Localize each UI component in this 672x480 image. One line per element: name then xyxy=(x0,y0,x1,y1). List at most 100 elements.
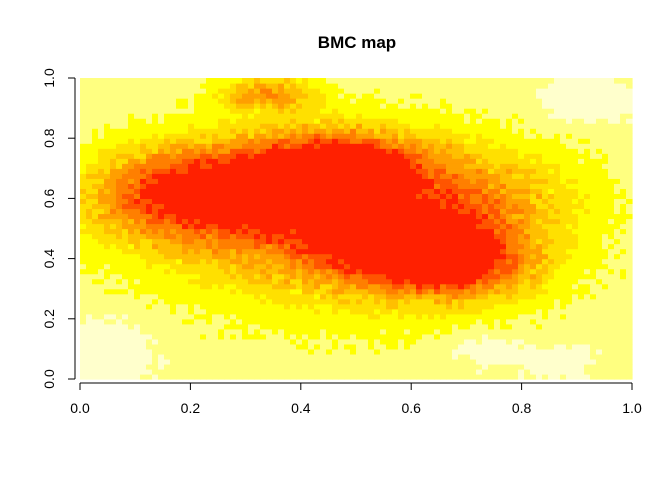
heatmap-cell xyxy=(326,178,333,184)
heatmap-cell xyxy=(194,118,201,124)
heatmap-cell xyxy=(416,78,423,84)
heatmap-cell xyxy=(224,268,231,275)
heatmap-cell xyxy=(212,288,219,295)
heatmap-cell xyxy=(362,353,369,360)
heatmap-cell xyxy=(80,178,87,184)
heatmap-cell xyxy=(290,78,297,84)
heatmap-cell xyxy=(392,268,399,275)
heatmap-cell xyxy=(326,148,333,154)
heatmap-cell xyxy=(236,168,243,174)
heatmap-cell xyxy=(470,78,477,84)
heatmap-cell xyxy=(566,183,573,189)
heatmap-cell xyxy=(224,313,231,320)
heatmap-cell xyxy=(98,363,105,370)
heatmap-cell xyxy=(458,213,465,220)
heatmap-cell xyxy=(374,88,381,94)
heatmap-cell xyxy=(266,238,273,245)
heatmap-cell xyxy=(134,343,141,350)
heatmap-cell xyxy=(350,88,357,94)
heatmap-cell xyxy=(446,328,453,335)
heatmap-cell xyxy=(536,113,543,119)
heatmap-cell xyxy=(128,203,135,210)
heatmap-cell xyxy=(536,228,543,235)
heatmap-cell xyxy=(140,248,147,255)
heatmap-cell xyxy=(146,148,153,154)
heatmap-cell xyxy=(530,238,537,245)
heatmap-cell xyxy=(206,198,213,205)
heatmap-cell xyxy=(440,368,447,375)
heatmap-cell xyxy=(260,208,267,215)
heatmap-cell xyxy=(302,293,309,300)
heatmap-cell xyxy=(122,158,129,164)
heatmap-cell xyxy=(218,163,225,169)
heatmap-cell xyxy=(446,373,453,380)
heatmap-cell xyxy=(242,78,249,84)
heatmap-cell xyxy=(452,108,459,114)
heatmap-cell xyxy=(308,108,315,114)
heatmap-cell xyxy=(302,263,309,270)
heatmap-cell xyxy=(224,88,231,94)
heatmap-cell xyxy=(284,243,291,250)
heatmap-cell xyxy=(212,133,219,139)
heatmap-cell xyxy=(500,118,507,124)
heatmap-cell xyxy=(458,328,465,335)
heatmap-cell xyxy=(488,293,495,300)
heatmap-cell xyxy=(434,228,441,235)
heatmap-cell xyxy=(80,223,87,230)
heatmap-cell xyxy=(458,258,465,265)
heatmap-cell xyxy=(170,98,177,104)
heatmap-cell xyxy=(278,263,285,270)
heatmap-cell xyxy=(530,218,537,225)
heatmap-cell xyxy=(272,338,279,345)
heatmap-cell xyxy=(92,238,99,245)
heatmap-cell xyxy=(374,348,381,355)
heatmap-cell xyxy=(296,358,303,365)
heatmap-cell xyxy=(158,203,165,210)
heatmap-cell xyxy=(278,258,285,265)
heatmap-cell xyxy=(350,173,357,179)
heatmap-cell xyxy=(200,293,207,300)
heatmap-cell xyxy=(338,288,345,295)
heatmap-cell xyxy=(146,158,153,164)
heatmap-cell xyxy=(374,188,381,194)
heatmap-cell xyxy=(104,228,111,235)
heatmap-cell xyxy=(302,188,309,194)
heatmap-cell xyxy=(236,328,243,335)
heatmap-cell xyxy=(500,328,507,335)
heatmap-cell xyxy=(320,168,327,174)
heatmap-cell xyxy=(128,208,135,215)
heatmap-cell xyxy=(272,328,279,335)
heatmap-cell xyxy=(368,93,375,99)
heatmap-cell xyxy=(200,78,207,84)
heatmap-cell xyxy=(476,83,483,89)
heatmap-cell xyxy=(248,243,255,250)
heatmap-cell xyxy=(308,323,315,330)
heatmap-cell xyxy=(266,113,273,119)
heatmap-cell xyxy=(296,248,303,255)
heatmap-cell xyxy=(350,318,357,325)
heatmap-cell xyxy=(500,93,507,99)
heatmap-cell xyxy=(188,293,195,300)
heatmap-cell xyxy=(524,333,531,340)
heatmap-cell xyxy=(296,178,303,184)
heatmap-cell xyxy=(164,78,171,84)
heatmap-cell xyxy=(296,128,303,134)
heatmap-cell xyxy=(86,278,93,285)
heatmap-cell xyxy=(386,268,393,275)
heatmap-cell xyxy=(536,233,543,240)
heatmap-cell xyxy=(254,238,261,245)
heatmap-cell xyxy=(578,358,585,365)
heatmap-cell xyxy=(470,263,477,270)
heatmap-cell xyxy=(338,193,345,199)
heatmap-cell xyxy=(122,303,129,310)
heatmap-cell xyxy=(530,333,537,340)
heatmap-cell xyxy=(374,113,381,119)
heatmap-cell xyxy=(536,263,543,270)
heatmap-cell xyxy=(146,243,153,250)
heatmap-cell xyxy=(458,313,465,320)
heatmap-cell xyxy=(434,328,441,335)
heatmap-cell xyxy=(524,193,531,199)
heatmap-cell xyxy=(98,98,105,104)
heatmap-cell xyxy=(164,333,171,340)
heatmap-cell xyxy=(86,338,93,345)
